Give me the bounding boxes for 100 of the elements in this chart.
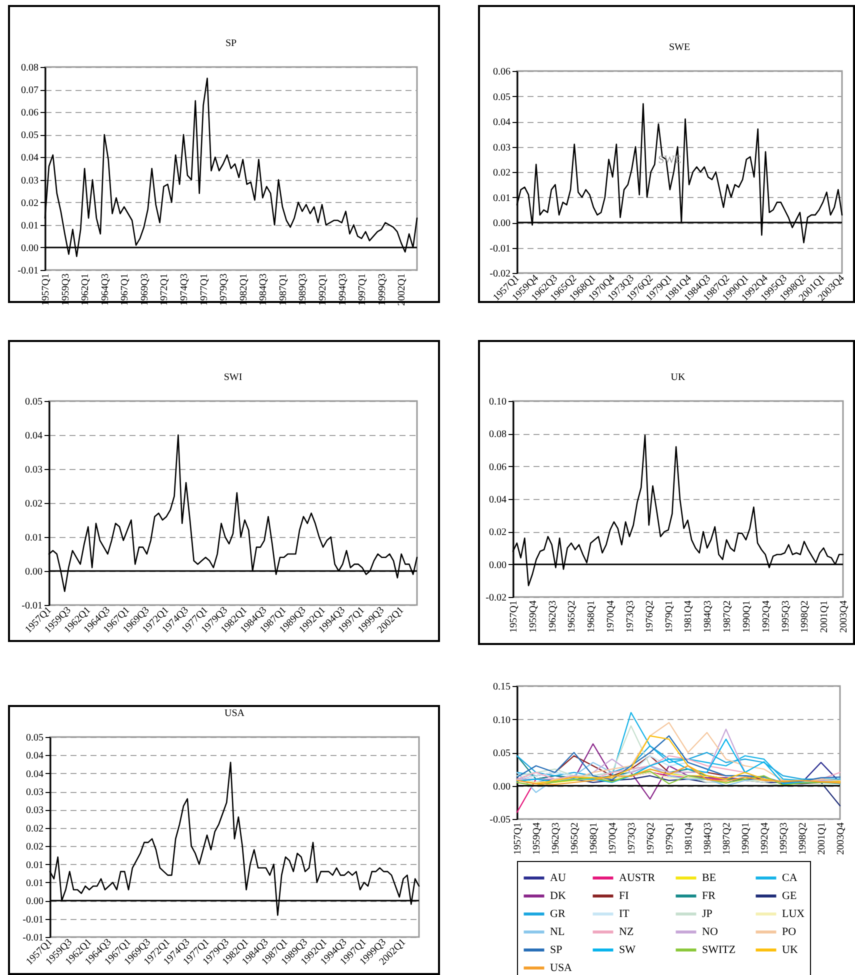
y-tick-label: 0.03 xyxy=(21,175,38,186)
y-tick-label: 0.10 xyxy=(493,714,510,726)
x-tick-label: 1957Q1 xyxy=(512,822,524,855)
y-tick-label: 0.02 xyxy=(26,842,44,853)
x-tick-label: 2001Q1 xyxy=(816,822,828,855)
x-tick-label: 1976Q2 xyxy=(644,600,656,633)
y-tick-label: 0.05 xyxy=(26,732,44,744)
y-tick-label: 0.08 xyxy=(21,62,38,74)
y-tick-label: 0.00 xyxy=(26,896,44,908)
x-tick-label: 1970Q4 xyxy=(608,822,618,855)
y-tick-label: 0.00 xyxy=(493,218,510,229)
y-tick-label: -0.02 xyxy=(490,268,510,280)
y-tick-label: 0.04 xyxy=(26,768,44,780)
legend-label: GE xyxy=(782,890,797,902)
y-tick-label: 0.00 xyxy=(489,560,506,571)
x-tick-label: 1957Q1 xyxy=(508,600,520,633)
legend-label: AU xyxy=(550,872,566,884)
y-tick-label: 0.01 xyxy=(21,220,38,232)
y-tick-label: 0.04 xyxy=(21,152,38,164)
x-tick-label: 1981Q4 xyxy=(683,600,694,633)
legend-label: SW xyxy=(619,944,636,956)
x-tick-label: 1973Q3 xyxy=(624,600,636,633)
x-tick-label: 1962Q3 xyxy=(550,822,562,855)
x-tick-label: 2001Q1 xyxy=(819,600,830,633)
x-tick-label: 1981Q4 xyxy=(684,822,694,855)
y-tick-label: 0.15 xyxy=(493,682,510,692)
x-tick-label: 1992Q4 xyxy=(760,600,772,633)
legend-label: NZ xyxy=(619,926,634,938)
legend-label: BE xyxy=(702,872,716,884)
legend-label: SP xyxy=(550,944,562,956)
x-tick-label: 1976Q2 xyxy=(646,822,656,855)
y-tick-label: 0.05 xyxy=(493,92,510,103)
legend-label: PO xyxy=(782,926,796,938)
y-tick-label: 0.04 xyxy=(26,750,44,762)
legend-label: IT xyxy=(619,908,630,920)
x-tick-label: 1987Q2 xyxy=(722,600,734,633)
chart-title: SP xyxy=(225,38,237,49)
legend-label: FR xyxy=(702,890,716,902)
x-tick-label: 1998Q2 xyxy=(798,822,808,855)
y-tick-label: 0.02 xyxy=(489,527,506,538)
y-tick-label: 0.04 xyxy=(489,494,506,506)
y-tick-label: 0.08 xyxy=(489,429,506,440)
y-tick-label: 0.03 xyxy=(26,787,44,798)
x-tick-label: 1990Q1 xyxy=(741,600,752,633)
legend-label: SWITZ xyxy=(702,944,736,956)
chart-title: UK xyxy=(670,372,686,383)
x-tick-label: 1987Q2 xyxy=(722,822,732,855)
y-tick-label: 0.07 xyxy=(21,85,38,96)
legend-label: UK xyxy=(782,944,798,956)
y-tick-label: 0.01 xyxy=(26,860,44,871)
x-tick-label: 1979Q1 xyxy=(664,822,676,855)
legend-label: FI xyxy=(619,890,630,902)
y-tick-label: -0.01 xyxy=(22,600,42,612)
y-tick-label: 0.04 xyxy=(493,117,510,128)
x-tick-label: 1984Q3 xyxy=(702,822,714,855)
chart-title: USA xyxy=(224,708,246,719)
y-tick-label: 0.02 xyxy=(25,498,42,510)
x-tick-label: 1992Q4 xyxy=(760,822,770,855)
y-tick-label: 0.03 xyxy=(25,464,42,476)
y-tick-label: -0.05 xyxy=(490,814,510,826)
x-tick-label: 2003Q4 xyxy=(836,822,846,855)
legend-label: AUSTR xyxy=(619,872,656,884)
y-tick-label: 0.02 xyxy=(493,168,510,178)
y-tick-label: -0.01 xyxy=(22,932,44,944)
y-tick-label: 0.00 xyxy=(21,242,38,254)
x-tick-label: 1959Q4 xyxy=(532,822,542,855)
x-tick-label: 1973Q3 xyxy=(626,822,638,855)
x-tick-label: 1959Q4 xyxy=(528,600,539,633)
x-tick-label: 1984Q3 xyxy=(702,600,714,633)
x-tick-label: 1998Q2 xyxy=(800,600,811,633)
x-tick-label: 1995Q3 xyxy=(778,822,790,855)
x-tick-label: 1990Q1 xyxy=(740,822,752,855)
x-tick-label: 1970Q4 xyxy=(606,600,617,633)
y-tick-label: 0.00 xyxy=(25,566,42,578)
y-tick-label: 0.06 xyxy=(493,66,510,78)
x-tick-label: 1979Q1 xyxy=(664,600,675,633)
y-tick-label: -0.01 xyxy=(490,243,510,254)
legend-label: DK xyxy=(550,890,566,902)
legend-label: USA xyxy=(550,962,572,974)
y-tick-label: 0.03 xyxy=(26,805,44,816)
chart-title: SWE xyxy=(668,42,690,53)
legend-label: JP xyxy=(702,908,712,920)
legend-label: LUX xyxy=(782,908,805,920)
y-tick-label: 0.00 xyxy=(493,781,510,792)
y-tick-label: 0.10 xyxy=(489,396,506,408)
legend-label: CA xyxy=(782,872,798,884)
y-tick-label: 0.02 xyxy=(26,823,44,834)
y-tick-label: 0.06 xyxy=(489,462,506,473)
x-tick-label: 1965Q2 xyxy=(566,600,578,633)
y-tick-label: -0.02 xyxy=(486,592,506,604)
legend-label: NL xyxy=(550,926,565,938)
x-tick-label: 1965Q2 xyxy=(570,822,580,855)
x-tick-label: 1968Q1 xyxy=(586,600,598,633)
x-tick-label: 1995Q3 xyxy=(780,600,792,633)
y-tick-label: 0.01 xyxy=(26,878,44,889)
y-tick-label: 0.02 xyxy=(21,198,38,209)
y-tick-label: 0.01 xyxy=(25,532,42,544)
y-tick-label: -0.01 xyxy=(22,914,44,926)
y-tick-label: 0.05 xyxy=(21,130,38,142)
y-tick-label: 0.05 xyxy=(493,748,510,759)
